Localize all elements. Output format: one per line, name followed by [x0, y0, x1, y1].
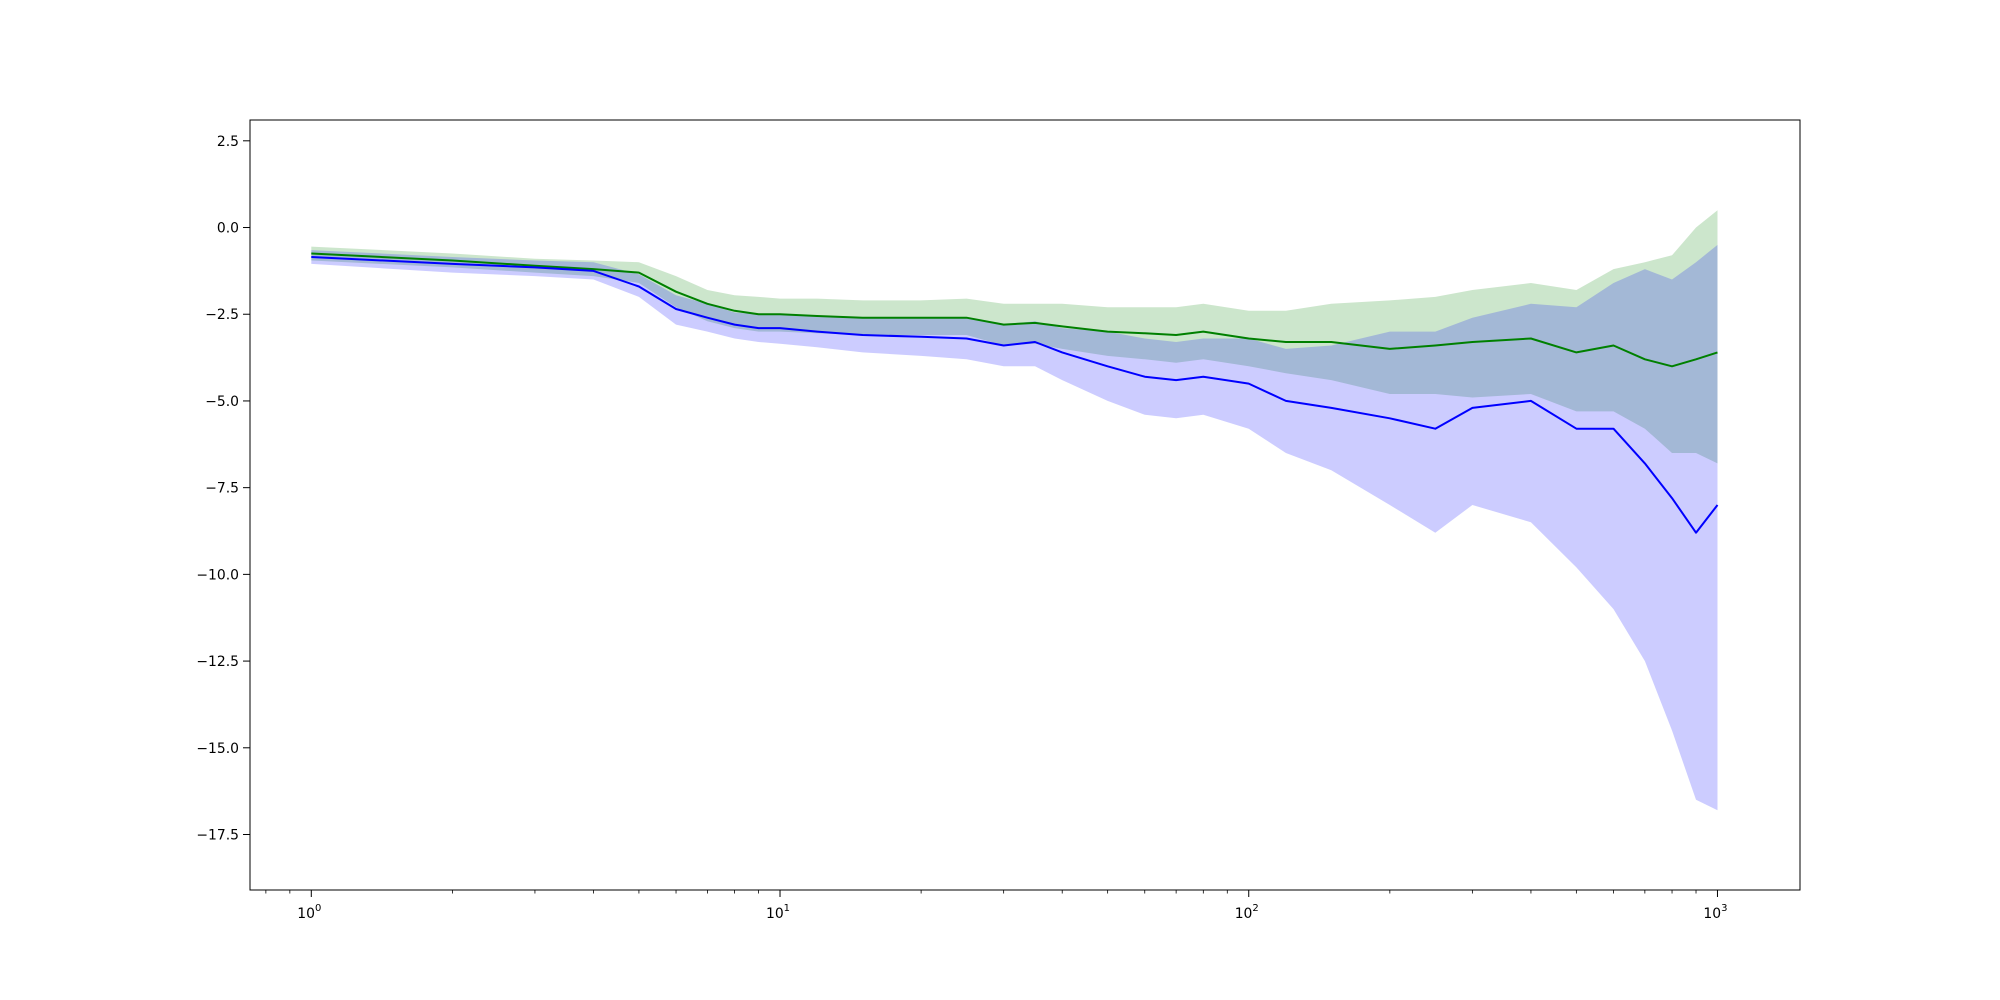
series-2-line [311, 256, 1719, 534]
confidence-bands [311, 210, 1718, 811]
y-tick-label: −12.5 [196, 654, 239, 670]
series-1-line [311, 252, 1718, 368]
y-tick-label: −5.0 [205, 394, 239, 410]
x-tick-label: 103 [1703, 903, 1727, 922]
y-tick-label: 0.0 [217, 221, 239, 237]
series-1-band [311, 210, 1718, 464]
x-axis: 100 101 102 103 [265, 890, 1727, 922]
y-tick-label: −15.0 [196, 741, 239, 757]
y-tick-label: −10.0 [196, 567, 239, 583]
y-tick-label: −7.5 [205, 481, 239, 497]
y-tick-label: 2.5 [217, 134, 239, 150]
y-tick-label: −17.5 [196, 828, 239, 844]
series-lines [311, 252, 1719, 534]
y-axis: 2.5 0.0 −2.5 −5.0 −7.5 −10.0 −12.5 −15.0 −17.5 [196, 134, 250, 844]
plot-frame [249, 119, 1801, 891]
y-tick-label: −2.5 [205, 307, 239, 323]
series-2-band [311, 244, 1718, 811]
x-tick-label: 101 [766, 903, 790, 922]
x-tick-label: 102 [1235, 903, 1259, 922]
x-tick-label: 100 [297, 903, 321, 922]
